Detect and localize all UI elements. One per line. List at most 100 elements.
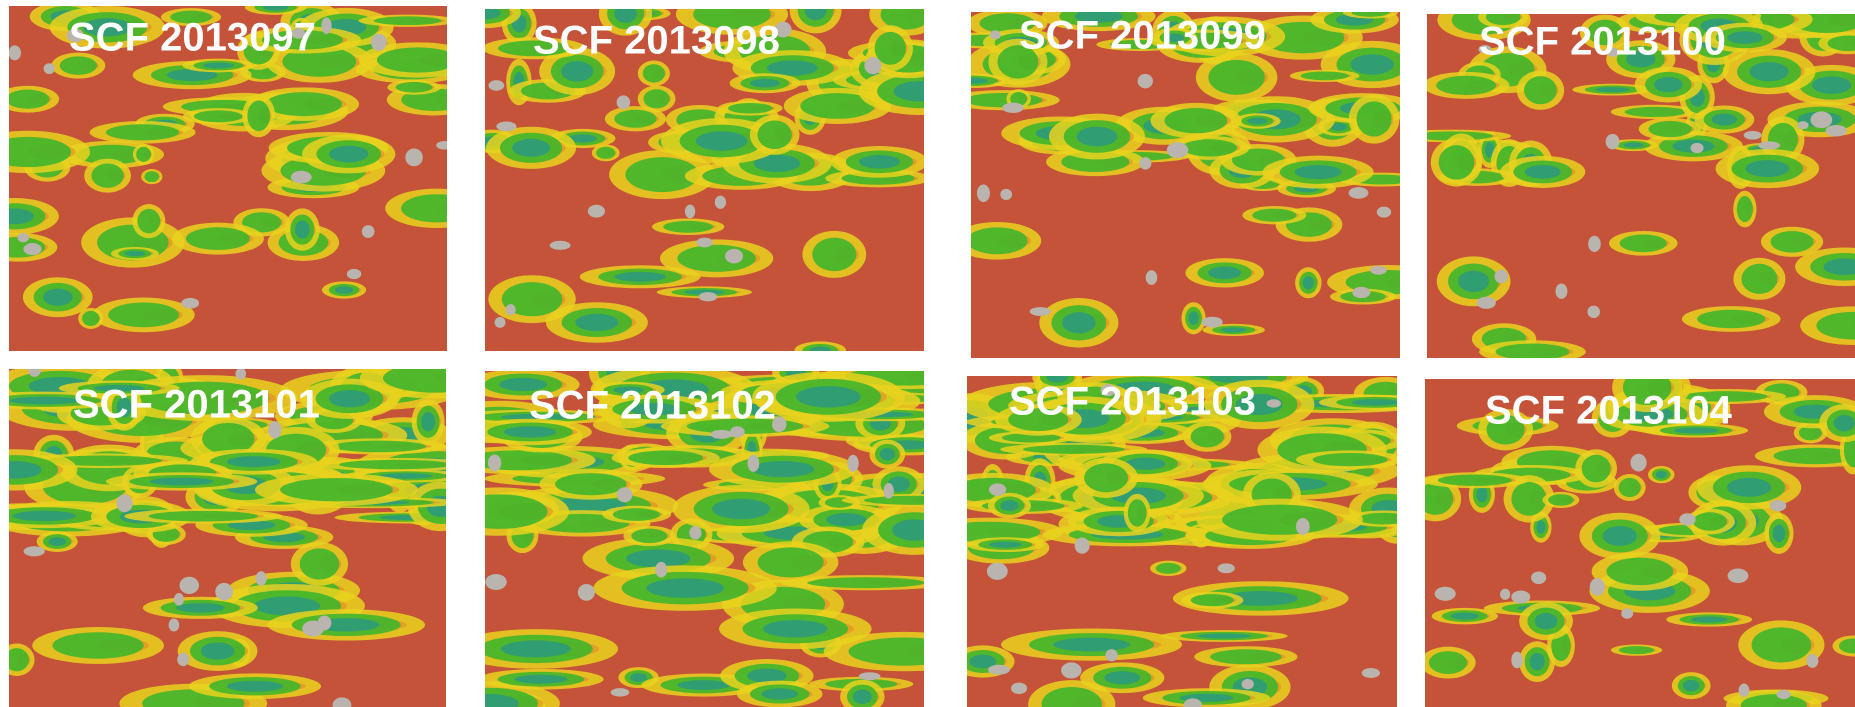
lake bbox=[174, 593, 184, 606]
snow-green bbox=[644, 89, 670, 108]
snow-green bbox=[1301, 71, 1349, 80]
snow-green bbox=[1210, 649, 1281, 664]
lake bbox=[711, 430, 733, 439]
snow-teal bbox=[48, 537, 65, 546]
lake bbox=[495, 317, 506, 328]
lake bbox=[405, 148, 423, 166]
snow-teal bbox=[1530, 653, 1545, 670]
snow-green bbox=[383, 363, 487, 392]
snow-teal bbox=[12, 511, 76, 521]
lake bbox=[1061, 662, 1081, 678]
lake bbox=[990, 30, 1001, 39]
snow-teal bbox=[1745, 160, 1789, 177]
snow-green bbox=[631, 529, 667, 544]
lake bbox=[436, 141, 451, 150]
snow-green bbox=[106, 124, 179, 140]
snow-green bbox=[1741, 264, 1777, 294]
snow-green bbox=[108, 302, 179, 327]
snow-teal bbox=[1221, 327, 1247, 332]
snow-green bbox=[1252, 209, 1296, 222]
snow-teal bbox=[1812, 76, 1851, 93]
snow-green bbox=[1648, 121, 1692, 137]
snow-teal bbox=[227, 681, 283, 692]
lake bbox=[488, 455, 501, 472]
panel-label: SCF 2013099 bbox=[1019, 14, 1266, 58]
lake bbox=[1138, 74, 1153, 88]
lake bbox=[485, 574, 506, 590]
snow-green bbox=[728, 103, 773, 113]
snow-green bbox=[137, 209, 160, 233]
snow-teal bbox=[295, 221, 310, 239]
lake bbox=[550, 241, 571, 250]
snow-green bbox=[596, 147, 615, 159]
snow-green bbox=[396, 82, 433, 93]
snow-teal bbox=[43, 289, 72, 306]
lake bbox=[864, 57, 881, 74]
lake bbox=[1587, 306, 1600, 318]
snow-teal bbox=[263, 4, 289, 10]
lake bbox=[987, 563, 1008, 580]
lake bbox=[169, 618, 180, 631]
lake bbox=[1370, 266, 1386, 275]
snow-green bbox=[266, 92, 342, 116]
snow-teal bbox=[1623, 143, 1643, 148]
lake bbox=[1202, 317, 1223, 328]
snow-teal bbox=[1535, 613, 1558, 629]
snow-green bbox=[1619, 646, 1655, 654]
snow-green bbox=[1417, 482, 1453, 514]
snow-green bbox=[849, 637, 961, 665]
snow-teal bbox=[1208, 267, 1241, 280]
snow-green bbox=[1023, 445, 1125, 454]
snow-teal bbox=[859, 155, 900, 169]
snow-green bbox=[1084, 463, 1128, 492]
lake bbox=[655, 562, 667, 578]
snow-teal bbox=[1683, 680, 1699, 692]
snow-green bbox=[1619, 478, 1641, 497]
snow-teal bbox=[1525, 165, 1561, 179]
snow-teal bbox=[1303, 276, 1314, 289]
lake bbox=[1011, 683, 1027, 694]
snow-teal bbox=[201, 642, 235, 659]
lake bbox=[685, 204, 695, 218]
snow-green bbox=[677, 245, 755, 272]
snow-teal bbox=[176, 603, 225, 613]
snow-green bbox=[807, 577, 924, 588]
lake bbox=[1139, 157, 1151, 169]
snow-teal bbox=[227, 456, 281, 467]
snow-orange bbox=[919, 83, 966, 100]
snow-green bbox=[1606, 558, 1673, 586]
lake bbox=[617, 487, 633, 502]
lake bbox=[1797, 121, 1808, 129]
snow-teal bbox=[1351, 399, 1399, 406]
snow-teal bbox=[1595, 87, 1629, 92]
snow-teal bbox=[1727, 478, 1771, 497]
snow-teal bbox=[767, 60, 818, 75]
snow-green bbox=[812, 238, 856, 272]
snow-green bbox=[451, 494, 548, 529]
snow-teal bbox=[1749, 62, 1788, 81]
lake bbox=[1744, 131, 1762, 140]
lake bbox=[181, 298, 199, 309]
panel-label: SCF 2013098 bbox=[533, 19, 780, 63]
lake bbox=[116, 494, 132, 512]
lake bbox=[1810, 111, 1832, 128]
snow-green bbox=[332, 441, 426, 453]
snow-green bbox=[1496, 344, 1570, 360]
snow-teal bbox=[763, 620, 828, 637]
snow-green bbox=[247, 101, 270, 132]
lake bbox=[362, 225, 375, 238]
lake bbox=[1621, 608, 1633, 618]
snow-green bbox=[1624, 107, 1685, 117]
snow-teal bbox=[504, 426, 556, 437]
snow-green bbox=[555, 473, 626, 495]
lake bbox=[24, 546, 45, 556]
snow-teal bbox=[1834, 415, 1855, 431]
snow-teal bbox=[1727, 31, 1762, 44]
snow-green bbox=[186, 227, 250, 250]
lake bbox=[1630, 454, 1646, 472]
snow-teal bbox=[1536, 520, 1545, 533]
lake bbox=[215, 583, 233, 600]
snow-teal bbox=[1476, 487, 1487, 503]
lake bbox=[1728, 569, 1749, 584]
snow-teal bbox=[1188, 311, 1198, 325]
